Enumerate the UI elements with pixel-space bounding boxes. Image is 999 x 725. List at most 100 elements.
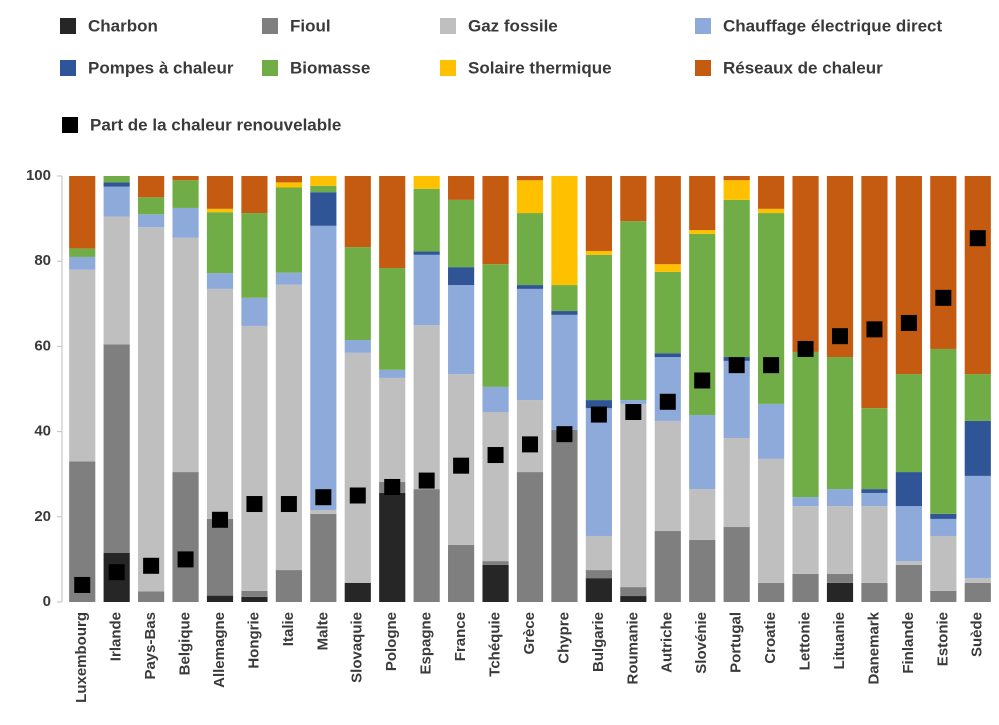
bar-segment: [895, 374, 922, 473]
marker: [590, 406, 607, 423]
bar-segment: [516, 285, 544, 289]
legend-swatch: [440, 18, 456, 34]
bar-segment: [379, 492, 406, 602]
bar-segment: [482, 561, 509, 565]
bar-segment: [310, 192, 337, 226]
bar-segment: [930, 176, 957, 349]
x-tick-label: Tchéquie: [487, 612, 504, 677]
bar-segment: [930, 348, 957, 514]
bar-segment: [275, 182, 302, 188]
legend-label: Fioul: [290, 16, 331, 35]
bar-segment: [241, 325, 268, 591]
bar-segment: [551, 285, 578, 312]
x-tick-label: Grèce: [521, 612, 538, 655]
bar-segment: [172, 176, 199, 181]
bar-segment: [482, 264, 509, 387]
x-tick-label: Autriche: [659, 612, 676, 673]
bar-segment: [620, 176, 647, 222]
marker: [763, 357, 780, 374]
bar-segment: [585, 254, 612, 401]
bar-segment: [482, 412, 509, 562]
bar-segment: [895, 176, 922, 375]
bar-segment: [275, 570, 302, 602]
bar-segment: [138, 591, 165, 602]
bar-segment: [930, 513, 957, 519]
bar-segment: [448, 285, 475, 375]
bar-segment: [206, 273, 234, 289]
legend-swatch: [262, 18, 278, 34]
legend-label: Réseaux de chaleur: [723, 58, 883, 77]
bar-segment: [310, 509, 337, 514]
bar-segment: [275, 187, 302, 273]
bar-segment: [448, 199, 475, 268]
bar-segment: [930, 518, 957, 536]
bar-segment: [413, 188, 440, 252]
bar-segment: [516, 288, 544, 401]
x-tick-label: Bulgarie: [590, 612, 607, 672]
bar-segment: [241, 596, 268, 602]
bar-segment: [379, 268, 406, 370]
bar-segment: [585, 578, 612, 602]
marker: [212, 511, 228, 528]
bar-segment: [620, 587, 647, 597]
bar-segment: [895, 472, 922, 507]
bar-segment: [689, 230, 716, 234]
bar-segment: [482, 176, 509, 265]
bar-segment: [275, 272, 302, 285]
bar-segment: [964, 578, 991, 583]
bar-segment: [689, 489, 716, 540]
marker: [280, 496, 297, 513]
marker: [487, 447, 504, 464]
bar-segment: [930, 590, 957, 602]
bar-segment: [516, 213, 544, 286]
bar-segment: [172, 237, 199, 473]
bar-segment: [551, 311, 578, 315]
bar-segment: [964, 374, 991, 421]
bar-segment: [826, 506, 854, 574]
x-tick-label: Irlande: [108, 612, 125, 661]
bar-segment: [758, 582, 785, 602]
bar-segment: [310, 176, 337, 186]
bar-segment: [69, 256, 96, 270]
marker: [349, 487, 366, 504]
bar-segment: [448, 544, 475, 602]
legend-label: Part de la chaleur renouvelable: [90, 115, 341, 134]
legend-label: Solaire thermique: [468, 58, 612, 77]
bar-segment: [379, 369, 406, 378]
x-tick-label: Lituanie: [831, 612, 848, 670]
bar-segment: [413, 325, 440, 490]
marker: [418, 472, 435, 489]
bar-segment: [895, 561, 922, 565]
bar-segment: [516, 472, 544, 602]
x-tick-label: Slovénie: [693, 612, 710, 674]
bar-segment: [585, 570, 612, 579]
bar-segment: [861, 582, 888, 602]
y-tick-label: 40: [34, 423, 51, 440]
marker: [969, 230, 986, 247]
legend-label: Gaz fossile: [468, 16, 558, 35]
bar-segment: [551, 176, 578, 286]
bar-segment: [861, 492, 888, 507]
bar-segment: [448, 267, 475, 286]
marker: [625, 404, 642, 421]
marker: [866, 321, 883, 338]
bar-segment: [516, 180, 544, 214]
x-tick-label: Slovaquie: [349, 612, 366, 683]
marker: [143, 557, 160, 574]
bar-segment: [69, 248, 96, 257]
bar-segment: [172, 207, 199, 238]
marker: [315, 489, 332, 506]
bar-segment: [758, 213, 785, 404]
bar-segment: [585, 176, 612, 251]
bar-segment: [792, 351, 819, 498]
marker: [694, 372, 711, 389]
legend-swatch: [695, 18, 711, 34]
bar-segment: [895, 506, 922, 562]
bar-segment: [826, 573, 854, 583]
bar-segment: [206, 518, 234, 596]
bar-segment: [379, 377, 406, 482]
bar-segment: [654, 264, 681, 272]
bar-segment: [379, 176, 406, 269]
bar-segment: [861, 506, 888, 583]
bar-segment: [930, 535, 957, 591]
